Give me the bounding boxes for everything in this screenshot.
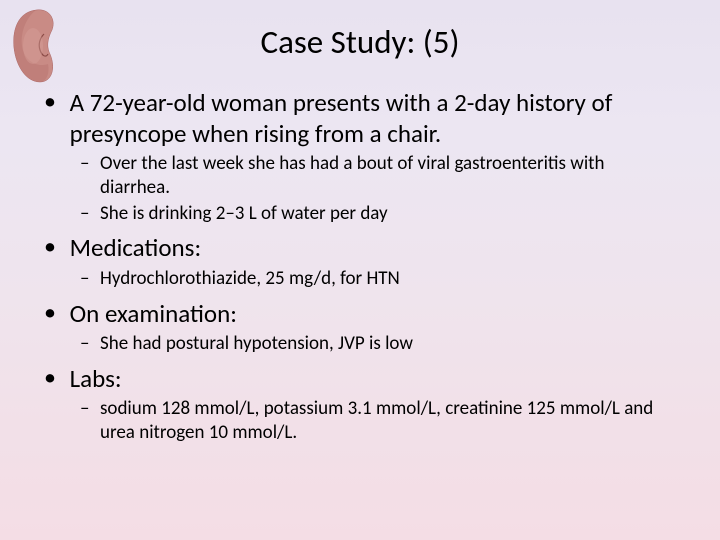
bullet-text: Medications: — [70, 232, 202, 263]
list-item: sodium 128 mmol/L, potassium 3.1 mmol/L,… — [100, 397, 680, 445]
slide-title: Case Study: (5) — [40, 22, 680, 62]
sub-bullet-text: sodium 128 mmol/L, potassium 3.1 mmol/L,… — [100, 397, 653, 444]
list-item: Hydrochlorothiazide, 25 mg/d, for HTN — [100, 267, 680, 291]
sub-list: Over the last week she has had a bout of… — [66, 152, 680, 225]
list-item: She is drinking 2–3 L of water per day — [100, 202, 680, 226]
list-item: A 72-year-old woman presents with a 2-da… — [66, 88, 680, 225]
sub-bullet-text: Hydrochlorothiazide, 25 mg/d, for HTN — [100, 267, 400, 290]
sub-list: sodium 128 mmol/L, potassium 3.1 mmol/L,… — [66, 397, 680, 445]
sub-list: Hydrochlorothiazide, 25 mg/d, for HTN — [66, 267, 680, 291]
sub-list: She had postural hypotension, JVP is low — [66, 332, 680, 356]
list-item: Labs: sodium 128 mmol/L, potassium 3.1 m… — [66, 364, 680, 445]
slide: Case Study: (5) A 72-year-old woman pres… — [0, 0, 720, 540]
list-item: Medications: Hydrochlorothiazide, 25 mg/… — [66, 233, 680, 290]
sub-bullet-text: She had postural hypotension, JVP is low — [100, 332, 413, 355]
bullet-list: A 72-year-old woman presents with a 2-da… — [40, 88, 680, 445]
bullet-text: On examination: — [70, 298, 237, 329]
bullet-text: Labs: — [70, 363, 122, 394]
sub-bullet-text: She is drinking 2–3 L of water per day — [100, 202, 388, 225]
kidney-icon — [6, 6, 62, 86]
list-item: She had postural hypotension, JVP is low — [100, 332, 680, 356]
list-item: On examination: She had postural hypoten… — [66, 299, 680, 356]
list-item: Over the last week she has had a bout of… — [100, 152, 680, 200]
sub-bullet-text: Over the last week she has had a bout of… — [100, 152, 605, 199]
bullet-text: A 72-year-old woman presents with a 2-da… — [70, 87, 613, 149]
